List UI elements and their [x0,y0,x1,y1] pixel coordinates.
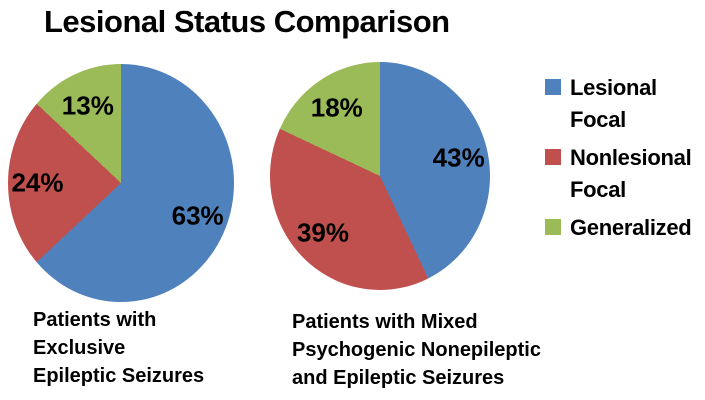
page-title: Lesional Status Comparison [44,4,450,39]
legend-label-generalized: Generalized [570,215,692,240]
caption-right-pie: Patients with Mixed Psychogenic Nonepile… [292,311,541,389]
slice-label-left-generalized: 13% [61,90,114,121]
legend-swatch-red-icon [545,149,561,165]
legend-label-lesional-focal: Lesional Focal [570,75,657,132]
legend-item-generalized: Generalized [545,212,692,244]
pie-chart-mixed-seizures [270,62,490,290]
legend-item-nonlesional-focal: Nonlesional Focal [545,142,692,206]
slice-label-right-nonlesional-focal: 39% [296,217,349,248]
legend-swatch-green-icon [545,219,561,235]
slice-label-right-generalized: 18% [310,92,363,123]
legend-swatch-blue-icon [545,79,561,95]
legend-label-nonlesional-focal: Nonlesional Focal [570,145,692,202]
pie-chart-exclusive-epileptic [8,64,234,302]
legend-item-lesional-focal: Lesional Focal [545,72,691,136]
legend: Lesional Focal Nonlesional Focal General… [545,72,692,244]
slice-label-left-lesional-focal: 63% [171,200,224,231]
caption-left-pie: Patients with Exclusive Epileptic Seizur… [33,309,205,387]
slice-label-right-lesional-focal: 43% [432,142,485,173]
slice-label-left-nonlesional-focal: 24% [11,167,64,198]
